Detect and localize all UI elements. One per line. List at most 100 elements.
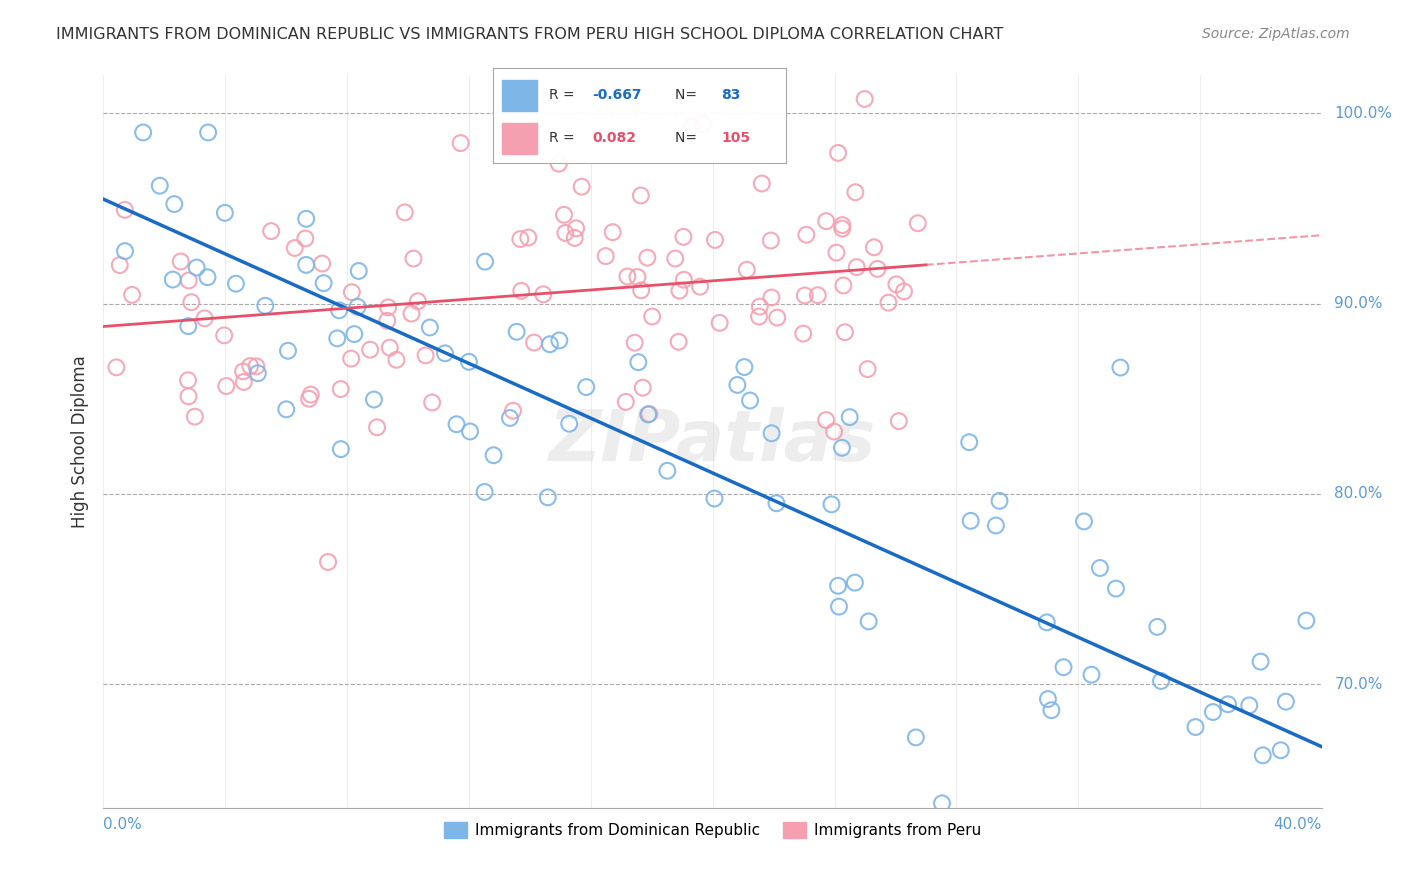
Point: [340, 285, 363, 300]
Point: [346, 300, 368, 314]
Point: [510, 284, 533, 298]
Point: [1184, 720, 1206, 734]
Point: [246, 366, 269, 380]
Point: [114, 202, 136, 217]
Point: [505, 325, 527, 339]
Text: IMMIGRANTS FROM DOMINICAN REPUBLIC VS IMMIGRANTS FROM PERU HIGH SCHOOL DIPLOMA C: IMMIGRANTS FROM DOMINICAN REPUBLIC VS IM…: [56, 27, 1004, 42]
Point: [748, 300, 770, 314]
Point: [988, 494, 1011, 508]
Point: [517, 230, 540, 244]
Point: [858, 615, 880, 629]
Point: [277, 343, 299, 358]
Point: [1036, 615, 1059, 630]
Point: [672, 230, 695, 244]
Y-axis label: High School Diploma: High School Diploma: [72, 355, 89, 528]
Point: [554, 226, 576, 240]
Point: [394, 205, 416, 219]
Point: [225, 277, 247, 291]
Point: [177, 373, 200, 387]
Point: [1036, 692, 1059, 706]
Point: [359, 343, 381, 357]
Point: [366, 420, 388, 434]
Point: [689, 279, 711, 293]
Point: [186, 260, 208, 275]
Point: [823, 425, 845, 439]
Point: [761, 426, 783, 441]
Point: [538, 337, 561, 351]
Point: [108, 258, 131, 272]
Point: [162, 272, 184, 286]
Point: [194, 311, 217, 326]
Text: 100.0%: 100.0%: [1334, 106, 1392, 121]
Point: [631, 381, 654, 395]
Point: [311, 256, 333, 270]
Point: [482, 448, 505, 462]
Point: [1202, 705, 1225, 719]
Point: [553, 208, 575, 222]
Point: [523, 335, 546, 350]
Text: 0.0%: 0.0%: [103, 817, 142, 832]
Point: [681, 120, 703, 134]
Point: [571, 179, 593, 194]
Point: [832, 278, 855, 293]
Text: 90.0%: 90.0%: [1334, 296, 1382, 311]
Text: 80.0%: 80.0%: [1334, 486, 1382, 501]
Point: [363, 392, 385, 407]
Point: [748, 310, 770, 324]
Point: [1088, 561, 1111, 575]
Point: [657, 464, 679, 478]
Point: [212, 328, 235, 343]
Point: [893, 285, 915, 299]
Point: [827, 579, 849, 593]
Point: [177, 389, 200, 403]
Point: [853, 92, 876, 106]
Point: [595, 249, 617, 263]
Point: [499, 411, 522, 425]
Point: [1270, 743, 1292, 757]
Point: [641, 310, 664, 324]
Point: [794, 227, 817, 242]
Point: [1040, 703, 1063, 717]
Point: [844, 575, 866, 590]
Point: [1216, 698, 1239, 712]
Point: [458, 355, 481, 369]
Point: [260, 224, 283, 238]
Point: [105, 360, 128, 375]
Point: [419, 320, 441, 334]
Text: 40.0%: 40.0%: [1274, 817, 1322, 832]
Point: [295, 258, 318, 272]
Point: [298, 392, 321, 406]
Point: [834, 325, 856, 339]
Point: [548, 334, 571, 348]
Point: [638, 407, 661, 421]
Point: [1250, 655, 1272, 669]
Point: [509, 232, 531, 246]
Point: [636, 251, 658, 265]
Point: [1109, 360, 1132, 375]
Point: [1275, 695, 1298, 709]
Point: [831, 221, 853, 235]
Point: [668, 284, 690, 298]
Point: [502, 403, 524, 417]
Point: [704, 233, 727, 247]
Point: [815, 413, 838, 427]
Point: [132, 125, 155, 139]
Point: [733, 359, 755, 374]
Point: [328, 303, 350, 318]
Point: [299, 387, 322, 401]
Point: [340, 351, 363, 366]
Point: [959, 514, 981, 528]
Point: [474, 254, 496, 268]
Point: [703, 491, 725, 506]
Point: [792, 326, 814, 341]
Point: [347, 264, 370, 278]
Point: [907, 216, 929, 230]
Point: [149, 178, 172, 193]
Point: [385, 352, 408, 367]
Point: [276, 402, 298, 417]
Point: [845, 260, 868, 274]
Point: [329, 442, 352, 457]
Point: [284, 241, 307, 255]
Point: [531, 287, 554, 301]
Point: [627, 355, 650, 369]
